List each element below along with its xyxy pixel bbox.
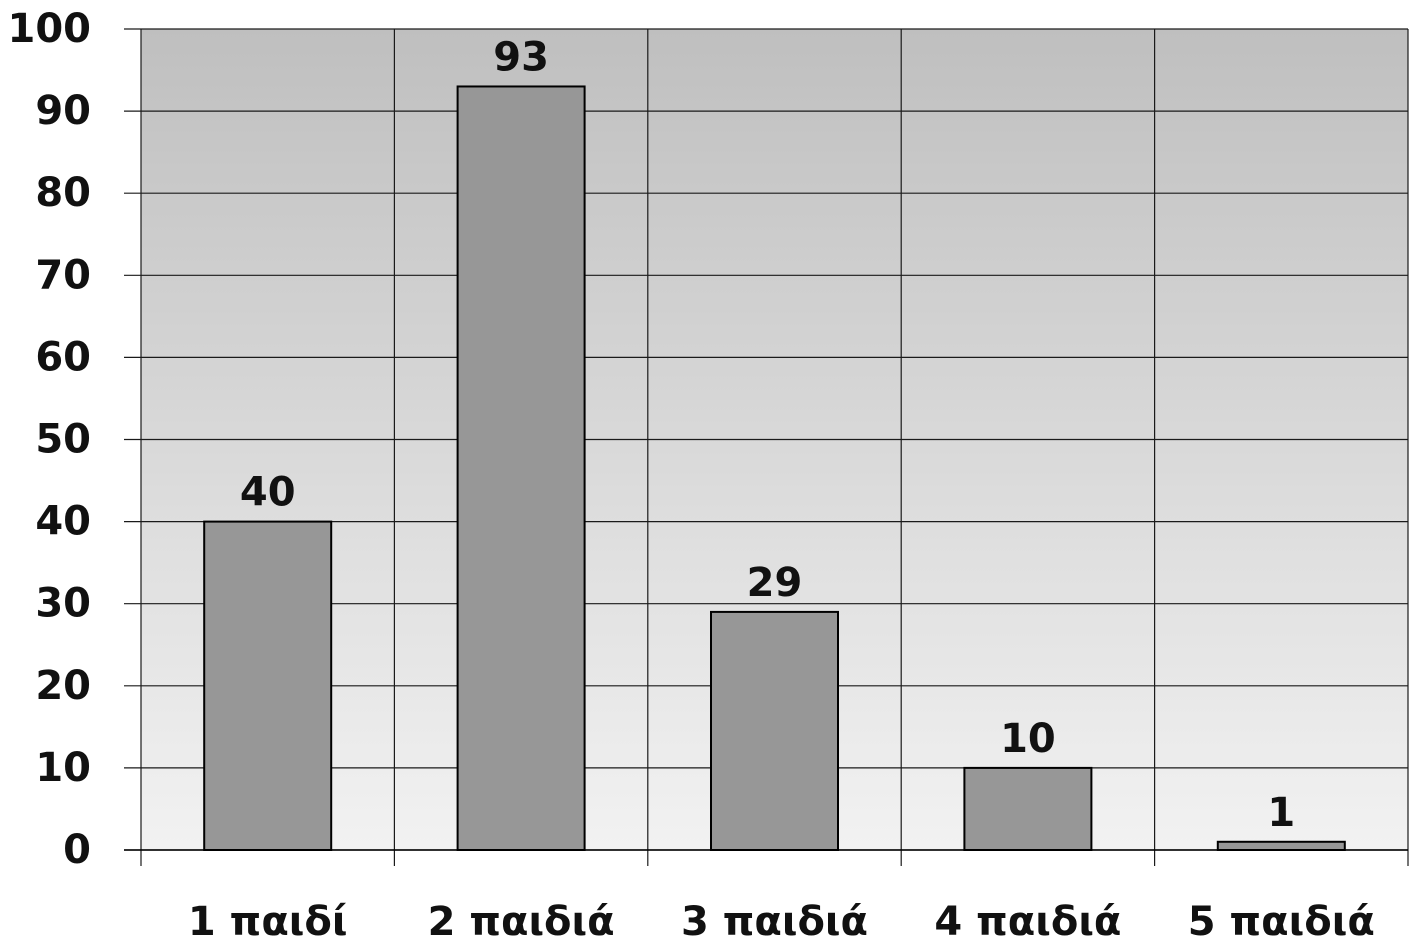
y-tick-label-100: 100 xyxy=(8,6,92,52)
bars xyxy=(203,85,1346,852)
data-label-1: 40 xyxy=(240,470,296,516)
y-tick-label-60: 60 xyxy=(35,334,91,380)
bar-2 xyxy=(456,85,586,852)
y-tick-label-90: 90 xyxy=(35,88,91,134)
data-label-4: 10 xyxy=(1000,716,1056,762)
y-tick-label-0: 0 xyxy=(63,827,91,873)
category-label-2: 2 παιδιά xyxy=(428,899,615,942)
y-tick-label-20: 20 xyxy=(35,663,91,709)
y-tick-label-10: 10 xyxy=(35,745,91,791)
bar-3 xyxy=(710,610,839,851)
bar-5 xyxy=(1216,840,1346,851)
data-label-3: 29 xyxy=(747,560,803,606)
y-tick-label-40: 40 xyxy=(35,499,91,545)
category-label-4: 4 παιδιά xyxy=(934,899,1121,942)
data-label-5: 1 xyxy=(1267,790,1295,836)
y-tick-label-70: 70 xyxy=(35,252,91,298)
category-label-1: 1 παιδί xyxy=(188,899,348,942)
y-tick-label-30: 30 xyxy=(35,581,91,627)
labels: 0 10 20 30 40 50 60 70 80 90 100 40 1 παιδί 93 2 παιδι… xyxy=(8,6,1375,942)
category-label-5: 5 παιδιά xyxy=(1188,899,1375,942)
bar-1 xyxy=(203,520,333,851)
y-tick-label-80: 80 xyxy=(35,170,91,216)
category-label-3: 3 παιδιά xyxy=(681,899,868,942)
y-tick-label-50: 50 xyxy=(35,417,91,463)
data-label-2: 93 xyxy=(493,34,549,80)
bar-4 xyxy=(963,766,1093,852)
